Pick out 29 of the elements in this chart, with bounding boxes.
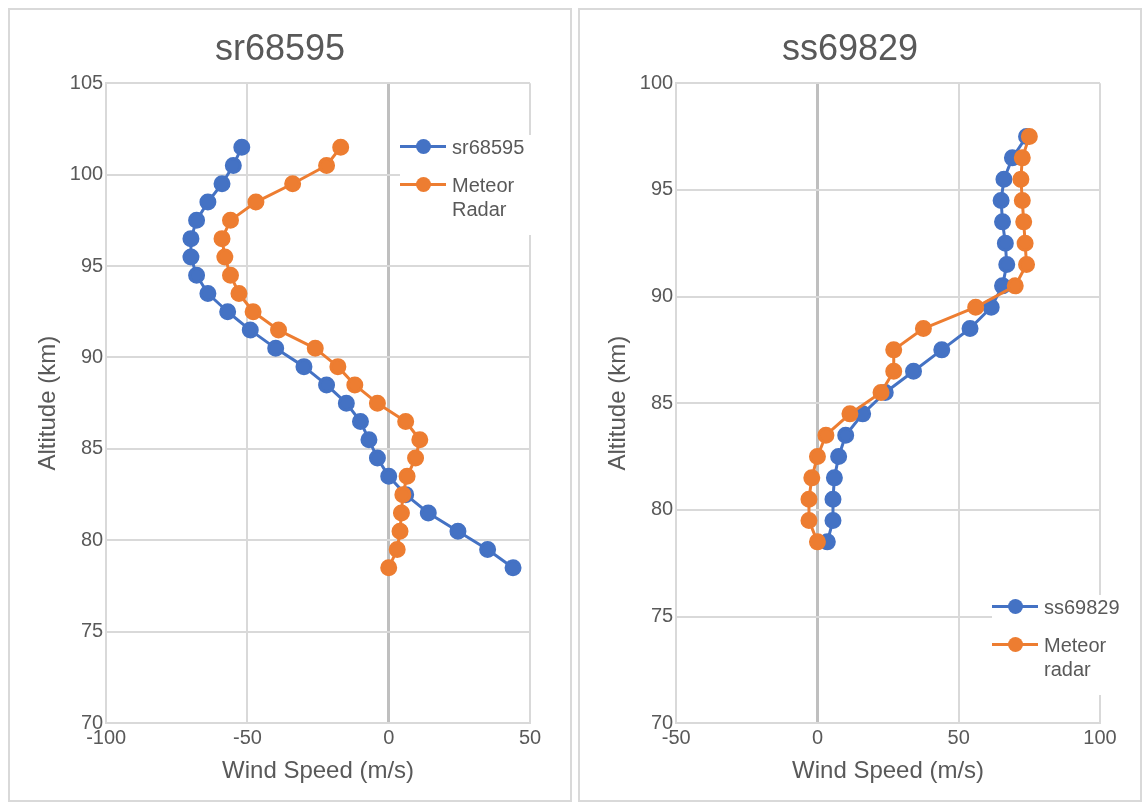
x-axis-title: Wind Speed (m/s): [222, 756, 415, 784]
legend-label: sr68595: [452, 135, 526, 159]
x-tick-label: 50: [518, 725, 542, 748]
y-tick-label: 75: [80, 619, 104, 642]
legend-label: ss69829: [1044, 595, 1121, 619]
chart-title: sr68595: [214, 26, 346, 68]
y-axis-title: Altitude (km): [603, 335, 631, 471]
y-tick-label: 100: [639, 70, 674, 93]
y-tick-label: 100: [69, 162, 104, 185]
x-tick-label: 50: [947, 725, 970, 748]
x-tick-label: 0: [383, 725, 395, 748]
chart-title: ss69829: [781, 26, 919, 68]
y-tick-label: 95: [650, 177, 674, 200]
y-tick-label: 105: [69, 70, 104, 93]
legend-label: Meteor radar: [1044, 633, 1108, 681]
y-axis-title: Altitude (km): [33, 335, 61, 471]
y-tick-label: 95: [80, 253, 104, 276]
y-tick-label: 85: [650, 390, 674, 413]
legend-label: Meteor Radar: [452, 173, 516, 221]
x-tick-label: 100: [1083, 725, 1117, 748]
y-tick-label: 80: [80, 527, 104, 550]
x-axis-title: Wind Speed (m/s): [792, 756, 985, 784]
x-tick-label: -50: [232, 725, 262, 748]
x-tick-label: 0: [811, 725, 824, 748]
y-tick-label: 75: [650, 604, 674, 627]
y-tick-label: 80: [650, 497, 674, 520]
y-tick-label: 85: [80, 436, 104, 459]
y-tick-label: 90: [80, 345, 104, 367]
y-tick-label: 90: [650, 284, 674, 307]
